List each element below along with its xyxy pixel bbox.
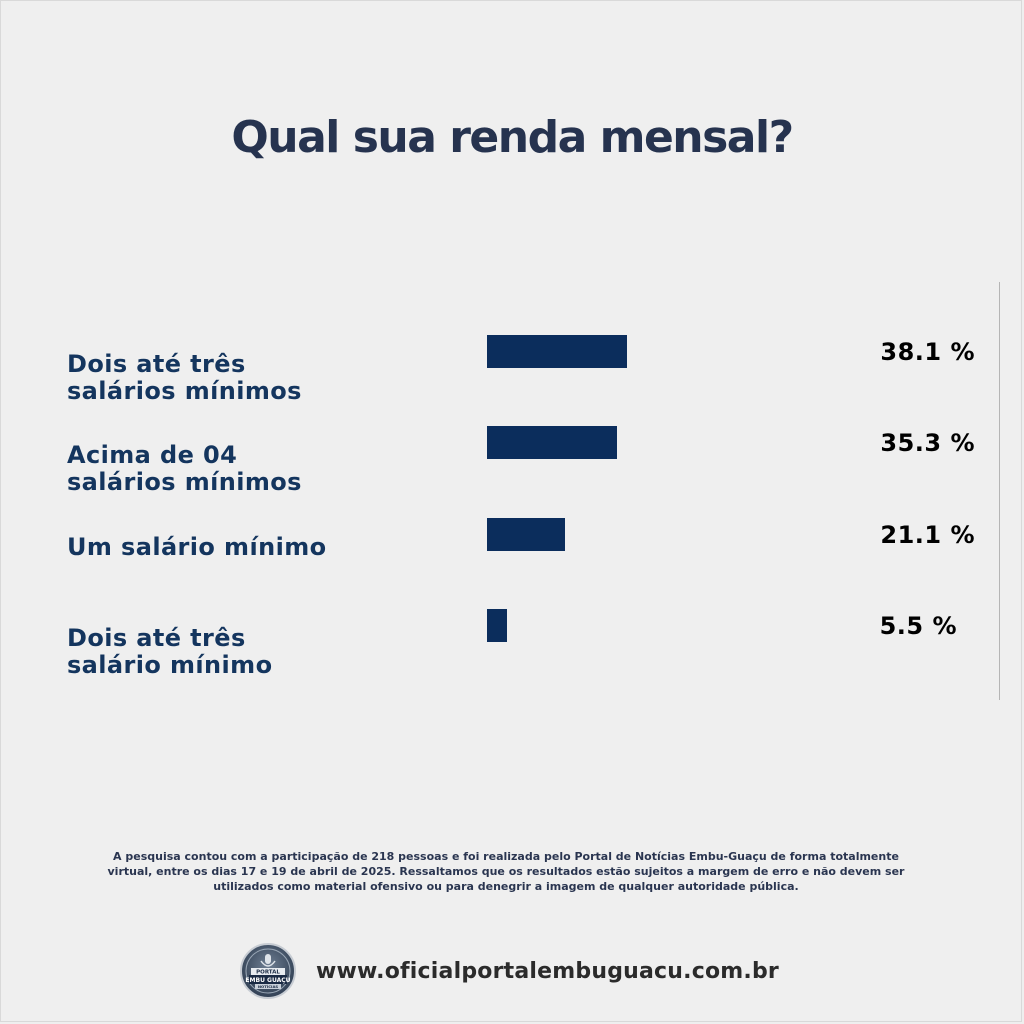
chart-title: Qual sua renda mensal?	[231, 112, 794, 163]
svg-text:NOTÍCIAS: NOTÍCIAS	[258, 984, 279, 989]
category-label: Um salário mínimo	[67, 533, 327, 561]
value-label: 35.3 %	[880, 429, 975, 457]
category-label: Dois até três salários mínimos	[67, 350, 302, 405]
svg-text:EMBU GUAÇU: EMBU GUAÇU	[245, 977, 290, 984]
value-label: 38.1 %	[880, 338, 975, 366]
website-url[interactable]: www.oficialportalembuguacu.com.br	[316, 958, 779, 984]
bar	[487, 426, 617, 459]
footer: PORTAL EMBU GUAÇU NOTÍCIAS www.oficialpo…	[240, 942, 779, 1000]
category-label: Acima de 04 salários mínimos	[67, 441, 302, 496]
svg-text:PORTAL: PORTAL	[256, 970, 280, 976]
portal-logo: PORTAL EMBU GUAÇU NOTÍCIAS	[240, 943, 296, 999]
category-label: Dois até três salário mínimo	[67, 624, 273, 679]
value-label: 21.1 %	[880, 521, 975, 549]
bar	[487, 335, 627, 368]
chart-divider	[999, 282, 1000, 700]
value-label: 5.5 %	[879, 612, 957, 640]
bar	[487, 609, 507, 642]
survey-footnote: A pesquisa contou com a participação de …	[107, 850, 905, 893]
bar	[487, 518, 565, 551]
